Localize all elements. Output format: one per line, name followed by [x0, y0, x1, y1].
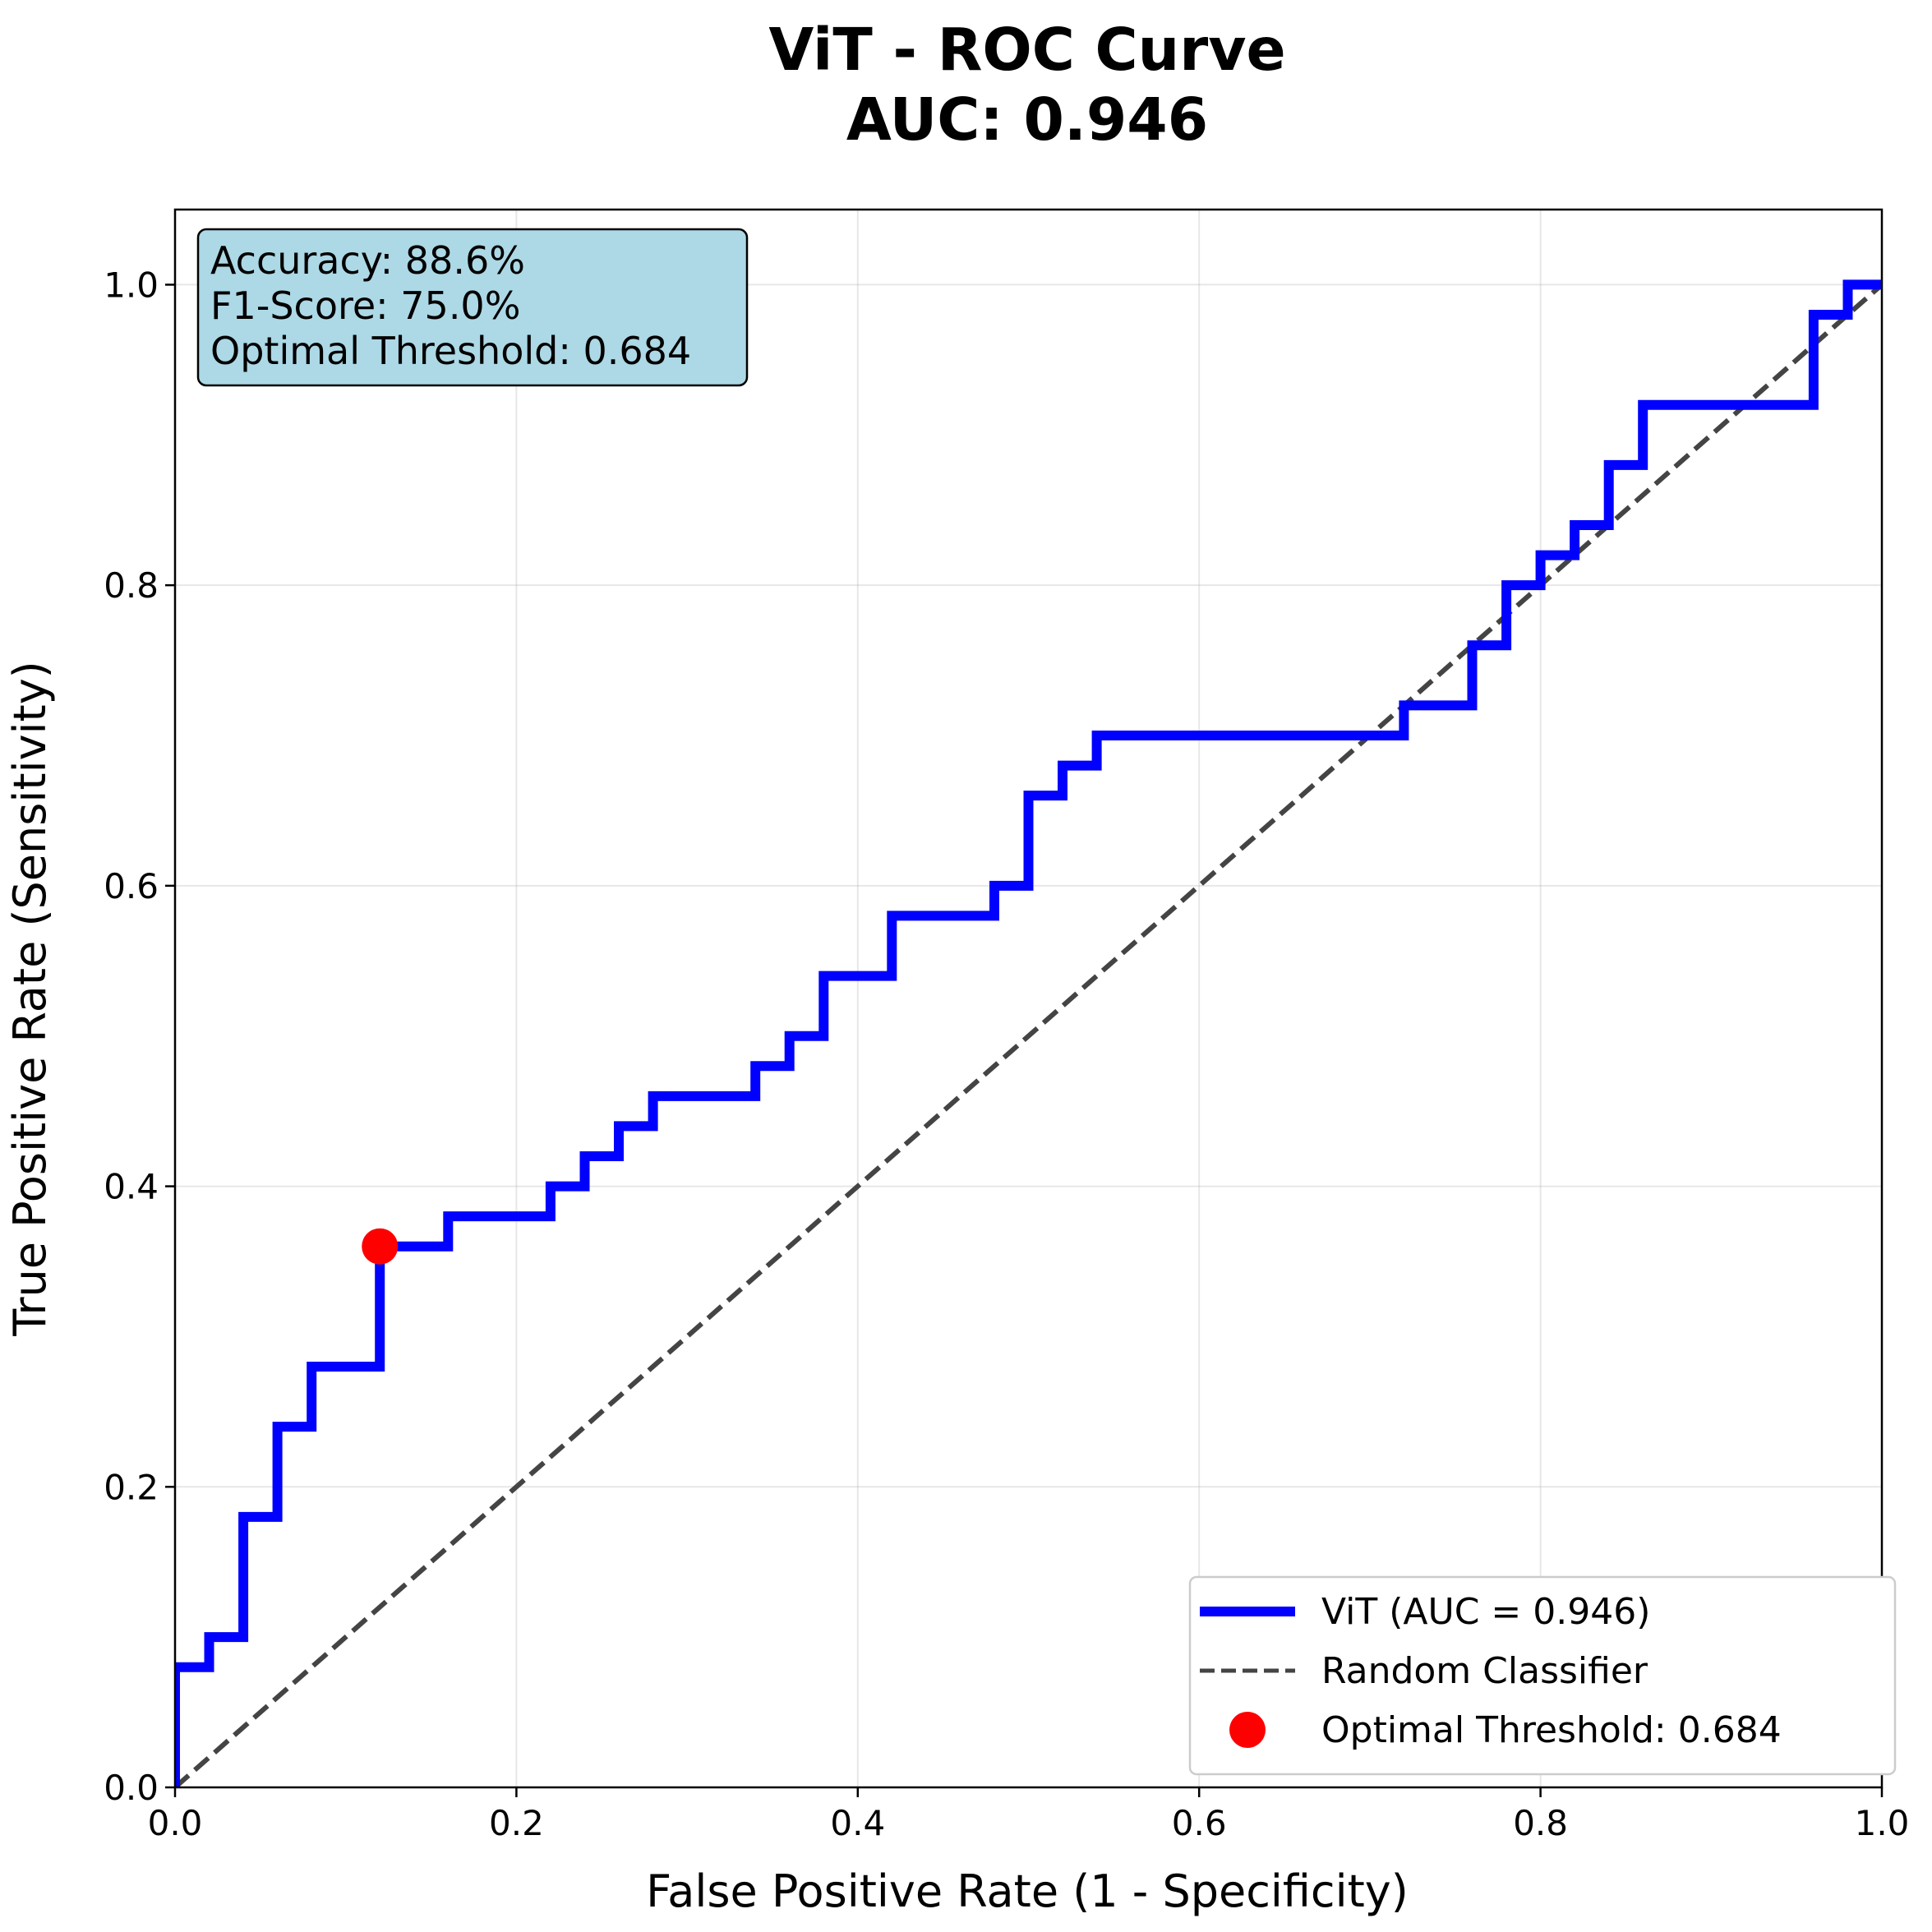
legend-marker-optimal — [1229, 1712, 1266, 1748]
legend-frame — [1188, 1575, 1897, 1776]
y-tick-label: 0.0 — [104, 1768, 159, 1808]
x-tick-label: 0.0 — [148, 1803, 203, 1843]
optimal-threshold-point — [362, 1228, 399, 1265]
random-classifier-line — [175, 283, 1882, 1787]
y-tick-label: 1.0 — [104, 265, 159, 305]
x-tick-label: 0.8 — [1513, 1803, 1568, 1843]
x-tick-label: 0.4 — [830, 1803, 885, 1843]
chart-subtitle: AUC: 0.946 — [846, 85, 1208, 154]
metrics-optimal-threshold: Optimal Threshold: 0.684 — [210, 329, 691, 373]
y-tick-label: 0.4 — [104, 1167, 159, 1207]
metrics-accuracy: Accuracy: 88.6% — [210, 238, 525, 283]
legend-label-optimal: Optimal Threshold: 0.684 — [1321, 1709, 1782, 1751]
legend-label-random: Random Classifier — [1321, 1650, 1648, 1692]
vit-roc-curve — [175, 279, 1882, 1787]
chart-title: ViT - ROC Curve — [768, 16, 1285, 84]
x-tick-label: 0.6 — [1172, 1803, 1227, 1843]
plot-area — [175, 279, 1882, 1787]
metrics-box: Accuracy: 88.6% F1-Score: 75.0% Optimal … — [196, 228, 749, 387]
legend: ViT (AUC = 0.946) Random Classifier Opti… — [1188, 1575, 1897, 1776]
axis-ticks: 0.0 0.2 0.4 0.6 0.8 1.0 0.0 0.2 0.4 0.6 0.8 1.0 — [104, 265, 1909, 1843]
y-axis-label: True Positive Rate (Sensitivity) — [4, 661, 56, 1336]
x-tick-label: 0.2 — [489, 1803, 544, 1843]
y-tick-label: 0.2 — [104, 1467, 159, 1507]
y-tick-label: 0.8 — [104, 565, 159, 606]
x-tick-label: 1.0 — [1855, 1803, 1910, 1843]
metrics-box-background — [196, 228, 749, 387]
metrics-f1-score: F1-Score: 75.0% — [210, 284, 520, 328]
axes-frame — [173, 208, 1884, 1789]
y-tick-label: 0.6 — [104, 866, 159, 906]
legend-label-vit: ViT (AUC = 0.946) — [1321, 1591, 1650, 1633]
x-axis-label: False Positive Rate (1 - Specificity) — [646, 1865, 1409, 1917]
